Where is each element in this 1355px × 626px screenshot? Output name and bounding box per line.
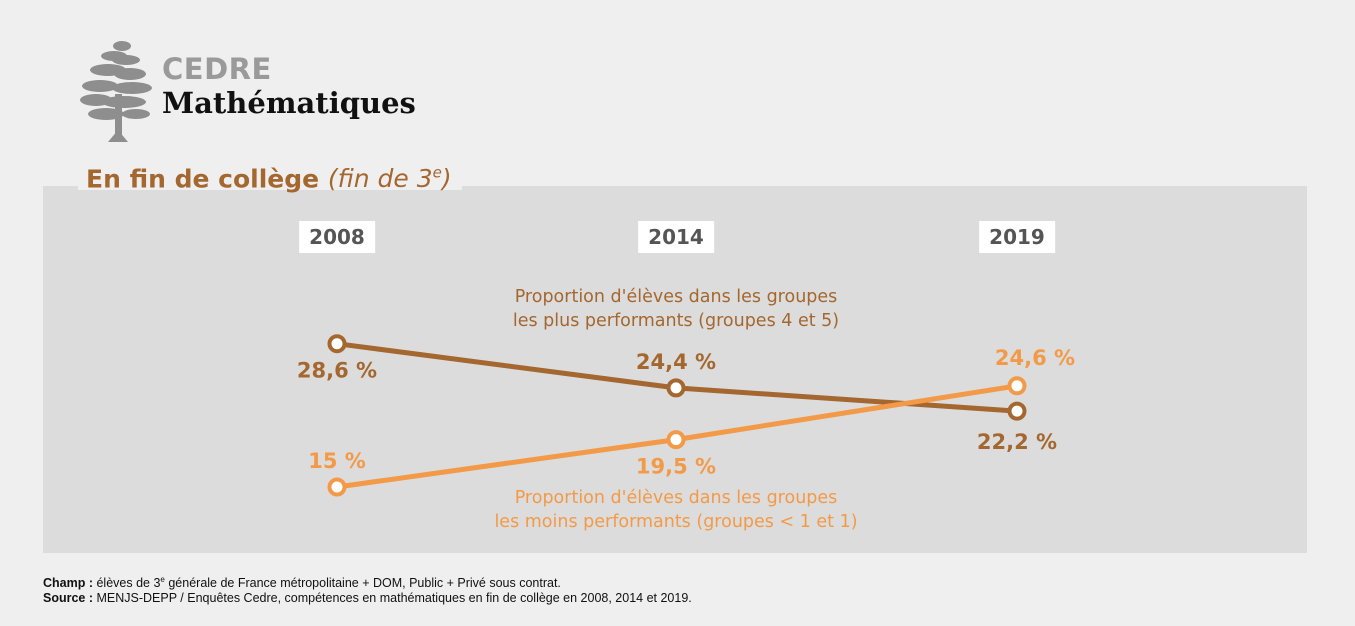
note-champ: Champ : élèves de 3e générale de France … bbox=[43, 575, 561, 590]
series-2-value-label-2014: 19,5 % bbox=[636, 455, 716, 479]
year-label-2008: 2008 bbox=[299, 221, 375, 253]
heading-main: En fin de collège bbox=[86, 164, 320, 194]
series-1-value-label-2008: 28,6 % bbox=[297, 359, 377, 383]
series-1-label-line-1: Proportion d'élèves dans les groupes bbox=[515, 287, 838, 307]
heading-italic-pre: (fin de 3 bbox=[327, 164, 433, 194]
note-source: Source : MENJS-DEPP / Enquêtes Cedre, co… bbox=[43, 591, 692, 605]
series-2-value-label-2019: 24,6 % bbox=[995, 346, 1075, 370]
series-2-point-2014 bbox=[666, 430, 686, 450]
brand-title: CEDRE bbox=[162, 52, 272, 86]
series-2-label-line-2: les moins performants (groupes < 1 et 1) bbox=[494, 512, 857, 532]
year-label-2019: 2019 bbox=[979, 221, 1055, 253]
note-champ-sup: e bbox=[160, 575, 165, 584]
series-1-point-2014 bbox=[666, 378, 686, 398]
series-2-value-label-2008: 15 % bbox=[308, 449, 366, 473]
series-1-point-2008 bbox=[327, 334, 347, 354]
series-2-point-2019 bbox=[1007, 376, 1027, 396]
year-label-2014: 2014 bbox=[638, 221, 714, 253]
note-champ-pre: élèves de 3 bbox=[93, 576, 161, 591]
series-2-label-line-1: Proportion d'élèves dans les groupes bbox=[515, 488, 838, 508]
heading-italic-post: ) bbox=[441, 164, 452, 194]
heading-italic: (fin de 3e) bbox=[328, 164, 452, 193]
brand-subtitle: Mathématiques bbox=[162, 86, 416, 120]
series-1-value-label-2014: 24,4 % bbox=[636, 350, 716, 374]
series-2-point-2008 bbox=[327, 477, 347, 497]
note-champ-post: générale de France métropolitaine + DOM,… bbox=[164, 576, 561, 591]
cedre-tree-logo bbox=[80, 41, 152, 142]
heading-italic-sup: e bbox=[432, 164, 442, 182]
note-champ-label: Champ : bbox=[43, 576, 93, 591]
note-source-label: Source : bbox=[43, 591, 94, 605]
series-1-point-2019 bbox=[1007, 401, 1027, 421]
chart-heading: En fin de collège (fin de 3e) bbox=[78, 156, 462, 194]
note-source-text: MENJS-DEPP / Enquêtes Cedre, compétences… bbox=[93, 591, 692, 605]
series-1-value-label-2019: 22,2 % bbox=[977, 430, 1057, 454]
series-1-label-line-2: les plus performants (groupes 4 et 5) bbox=[513, 311, 839, 331]
